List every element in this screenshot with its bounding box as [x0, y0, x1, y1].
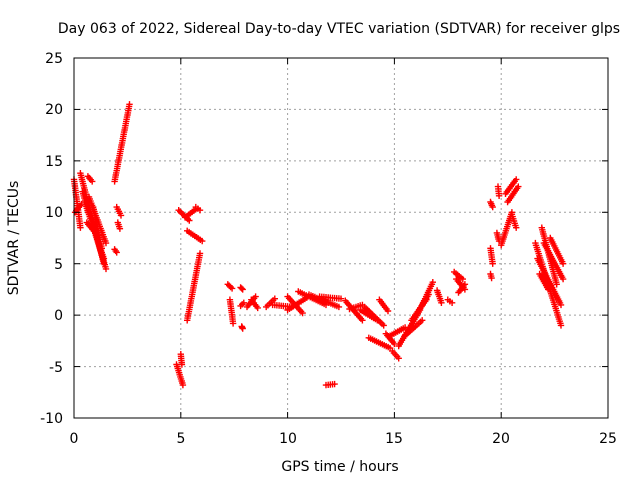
y-axis-label: SDTVAR / TECUs [6, 181, 22, 296]
chart-title: Day 063 of 2022, Sidereal Day-to-day VTE… [58, 21, 620, 37]
y-tick-label: 10 [45, 205, 63, 221]
data-point-series-55 [487, 245, 496, 267]
data-point-series-68 [536, 270, 552, 293]
data-point-series-51 [451, 268, 466, 283]
x-axis-label: GPS time / hours [281, 459, 398, 475]
data-point-series-24 [238, 323, 246, 332]
data-point-series-45 [401, 317, 426, 339]
plot-frame [73, 57, 609, 419]
data-point-series-57 [493, 229, 503, 245]
data-point-series-66 [540, 239, 567, 283]
data-point-series-31 [295, 288, 330, 309]
x-tick-label: 5 [177, 431, 186, 447]
data-point-series-54 [487, 198, 496, 211]
data-point-series-26 [248, 296, 261, 312]
x-tick-label: 25 [599, 431, 617, 447]
x-tick-label: 15 [385, 431, 403, 447]
data-point-series-6 [90, 203, 105, 252]
y-tick-label: 0 [54, 308, 63, 324]
y-tick-label: 20 [45, 102, 63, 118]
data-point-series-11 [114, 219, 124, 232]
data-point-series-7 [83, 219, 99, 237]
data-point-series-8 [84, 173, 96, 185]
data-point-series-27 [263, 295, 278, 311]
data-point-series-39 [376, 296, 392, 315]
data-point-series-50 [444, 296, 456, 306]
data-point-series-9 [111, 246, 120, 256]
data-point-series-48 [419, 279, 436, 309]
data-points [70, 101, 567, 389]
data-point-series-14 [177, 351, 186, 368]
data-point-series-33 [316, 293, 345, 302]
data-point-series-56 [487, 270, 495, 282]
data-point-series-22 [237, 284, 246, 293]
axis-ticks [73, 57, 609, 419]
y-tick-label: -10 [40, 411, 63, 427]
data-point-series-61 [504, 183, 522, 206]
y-tick-label: -5 [49, 360, 63, 376]
data-point-series-13 [173, 361, 187, 389]
data-point-series-60 [502, 176, 520, 197]
data-point-series-34 [322, 380, 338, 389]
x-tick-label: 20 [492, 431, 510, 447]
data-point-series-58 [494, 183, 503, 199]
data-point-series-49 [433, 287, 445, 306]
data-point-series-20 [224, 281, 236, 292]
data-point-series-38 [361, 303, 387, 329]
data-point-series-18 [184, 227, 206, 245]
y-tick-label: 15 [45, 154, 63, 170]
data-point-series-21 [226, 296, 237, 327]
data-point-series-23 [237, 299, 247, 310]
data-point-series-67 [547, 234, 567, 267]
data-point-series-64 [534, 255, 565, 309]
data-point-series-53 [455, 281, 469, 296]
data-point-series-42 [386, 324, 409, 339]
grid-lines [74, 58, 608, 418]
data-point-series-17 [192, 203, 204, 214]
x-tick-label: 10 [279, 431, 297, 447]
y-tick-label: 25 [45, 51, 63, 67]
y-tick-label: 5 [54, 257, 63, 273]
data-point-series-62 [508, 211, 520, 231]
data-point-series-43 [389, 347, 402, 362]
data-point-series-30 [284, 294, 310, 314]
data-point-series-10 [113, 203, 125, 219]
data-point-series-19 [184, 250, 204, 324]
data-point-series-40 [365, 334, 394, 352]
x-tick-label: 0 [70, 431, 79, 447]
data-point-series-12 [111, 101, 133, 185]
data-point-series-36 [346, 301, 366, 313]
